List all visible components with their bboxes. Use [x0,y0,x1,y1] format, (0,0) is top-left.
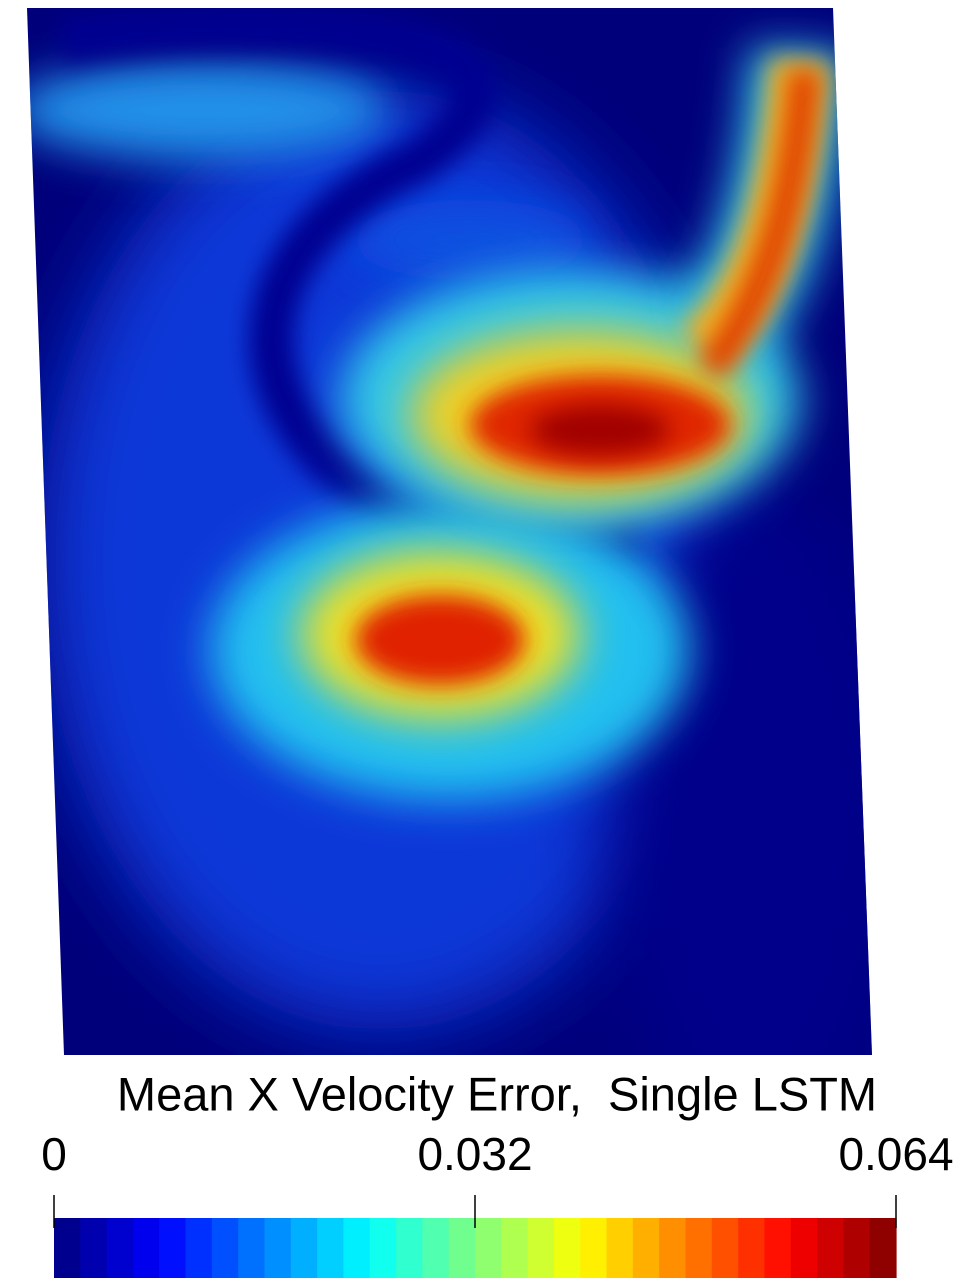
colorbar-band [553,1218,581,1278]
colorbar-band [317,1218,345,1278]
tick-label: 0 [41,1128,67,1180]
tick-label: 0.032 [417,1128,532,1180]
colorbar-band [238,1218,266,1278]
colorbar-band [869,1218,897,1278]
colorbar: 0 0.032 0.064 [41,1128,954,1278]
colorbar-band [685,1218,713,1278]
colorbar-band [527,1218,555,1278]
colorbar-band [369,1218,397,1278]
colorbar-band [580,1218,608,1278]
tick-label: 0.064 [838,1128,953,1180]
colorbar-band [606,1218,634,1278]
colorbar-band [659,1218,687,1278]
colorbar-band [54,1218,81,1278]
colorbar-band [106,1218,134,1278]
colorbar-band [817,1218,844,1278]
colorbar-band [132,1218,160,1278]
colorbar-band [343,1218,371,1278]
colorbar-band [422,1218,450,1278]
colorbar-band [264,1218,292,1278]
field [27,8,872,1055]
colorbar-band [185,1218,213,1278]
colorbar-band [80,1218,108,1278]
colorbar-band [159,1218,187,1278]
colorbar-band [843,1218,871,1278]
colorbar-band [711,1218,739,1278]
colorbar-band [738,1218,766,1278]
colorbar-band [448,1218,476,1278]
colorbar-band [290,1218,318,1278]
colorbar-band [501,1218,529,1278]
colorbar-title: Mean X Velocity Error, Single LSTM [117,1067,877,1120]
colorbar-band [632,1218,660,1278]
colorbar-band [790,1218,818,1278]
colorbar-band [211,1218,239,1278]
colorbar-band [396,1218,423,1278]
colorbar-band [764,1218,792,1278]
colorbar-band [475,1218,502,1278]
